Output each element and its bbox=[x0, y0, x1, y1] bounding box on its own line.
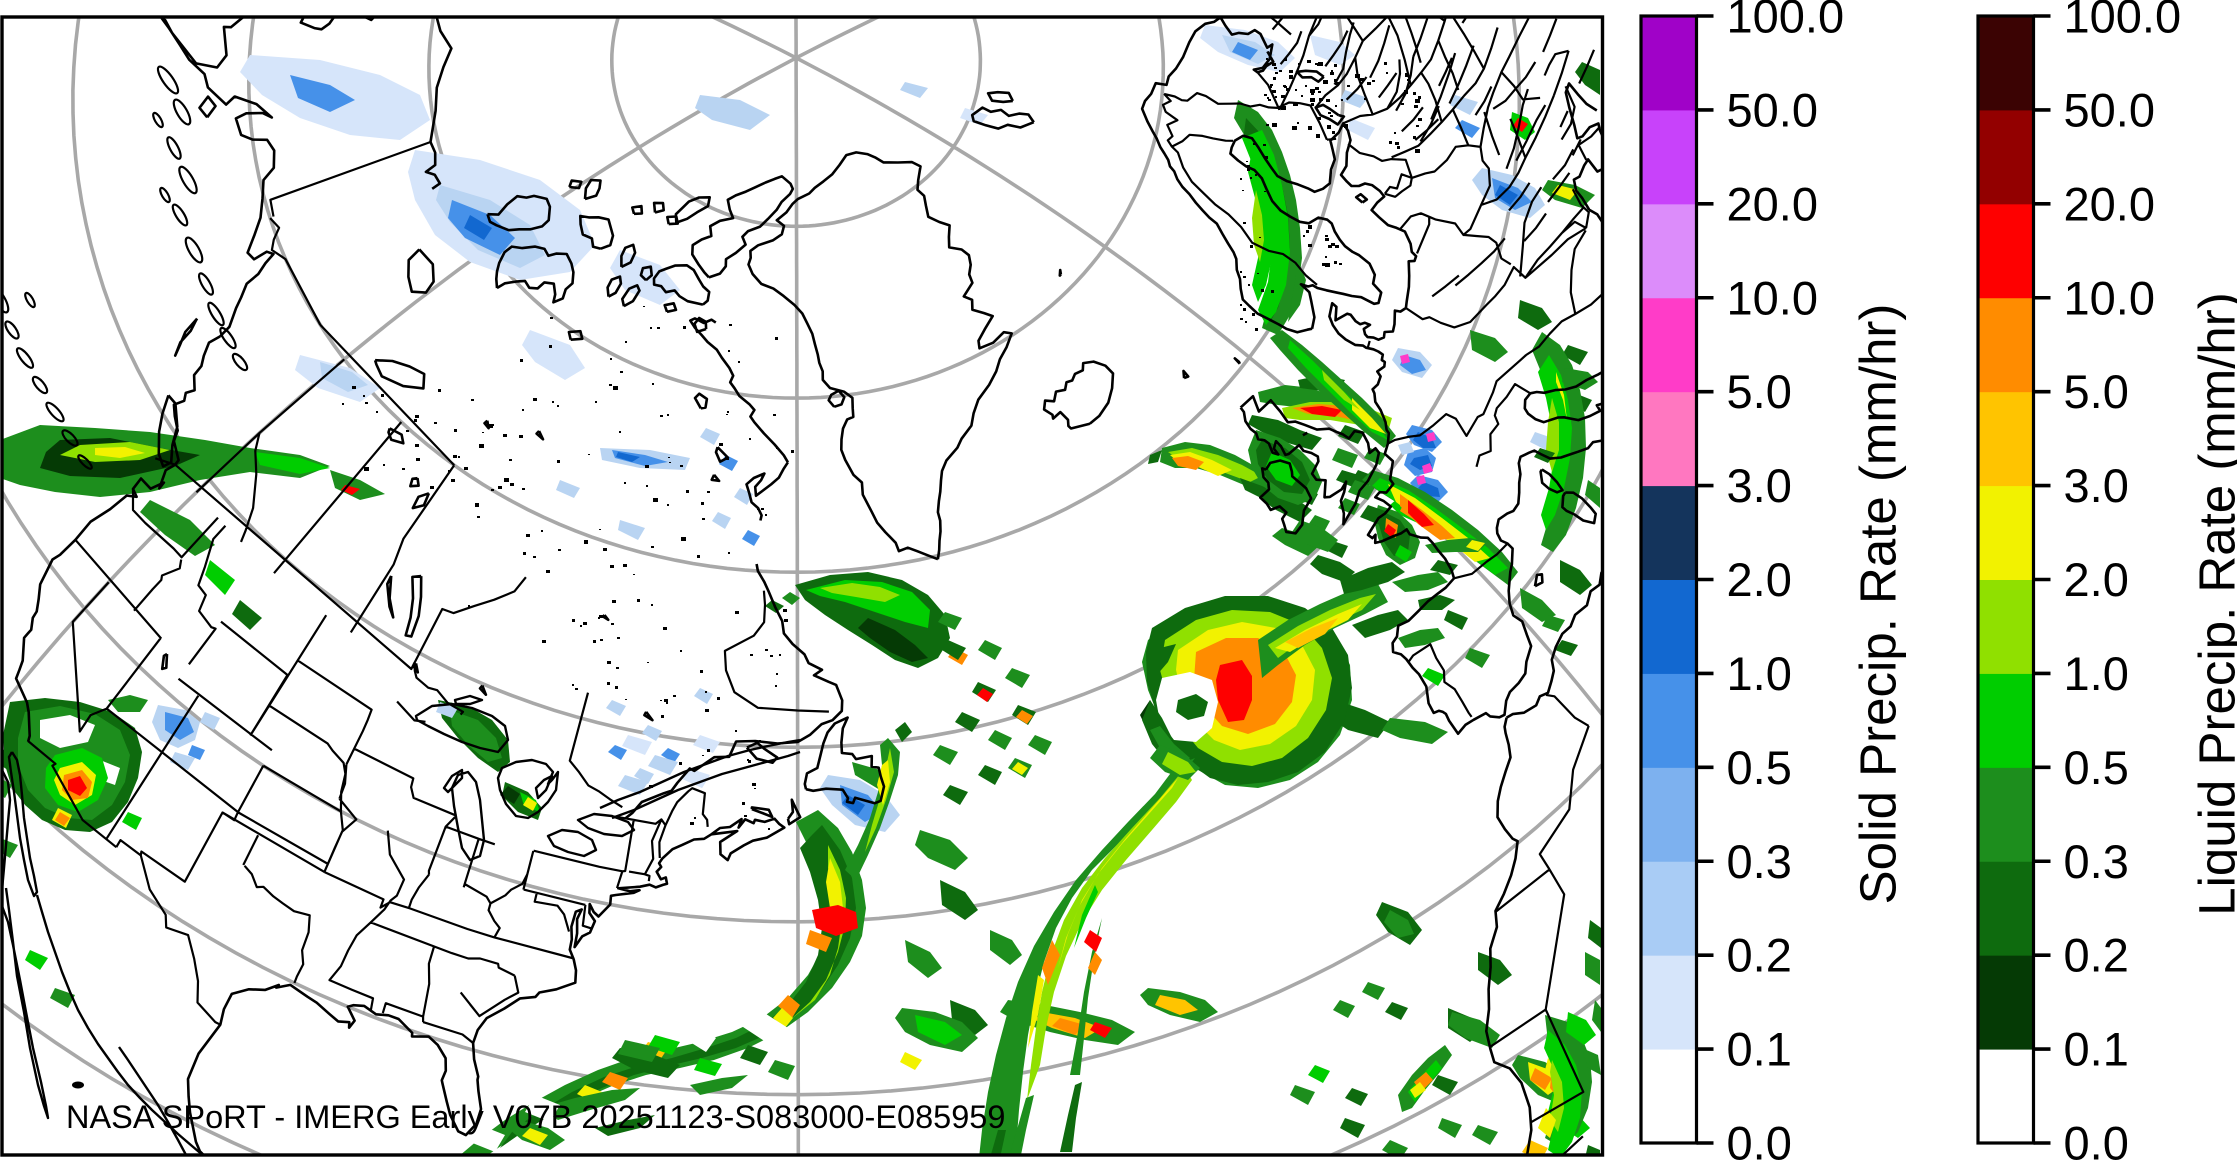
svg-text:0.2: 0.2 bbox=[1727, 929, 1792, 982]
svg-text:10.0: 10.0 bbox=[1727, 271, 1818, 324]
svg-text:50.0: 50.0 bbox=[1727, 83, 1818, 136]
svg-text:0.3: 0.3 bbox=[2064, 835, 2129, 888]
svg-text:20.0: 20.0 bbox=[2064, 177, 2155, 230]
svg-text:NASA SPoRT - IMERG Early V07B: NASA SPoRT - IMERG Early V07B 20251123-S… bbox=[66, 1099, 1005, 1135]
svg-text:1.0: 1.0 bbox=[1727, 647, 1792, 700]
svg-text:Liquid Precip. Rate (mm/hr): Liquid Precip. Rate (mm/hr) bbox=[2189, 292, 2237, 916]
svg-text:1.0: 1.0 bbox=[2064, 647, 2129, 700]
svg-text:3.0: 3.0 bbox=[2064, 459, 2129, 512]
svg-text:0.0: 0.0 bbox=[2064, 1117, 2129, 1168]
svg-text:Solid Precip. Rate (mm/hr): Solid Precip. Rate (mm/hr) bbox=[1850, 304, 1907, 905]
svg-text:2.0: 2.0 bbox=[1727, 553, 1792, 606]
svg-text:100.0: 100.0 bbox=[2064, 0, 2182, 43]
svg-text:5.0: 5.0 bbox=[1727, 365, 1792, 418]
svg-text:0.1: 0.1 bbox=[2064, 1023, 2129, 1076]
svg-text:5.0: 5.0 bbox=[2064, 365, 2129, 418]
svg-text:3.0: 3.0 bbox=[1727, 459, 1792, 512]
svg-text:10.0: 10.0 bbox=[2064, 271, 2155, 324]
svg-text:100.0: 100.0 bbox=[1727, 0, 1845, 43]
svg-text:20.0: 20.0 bbox=[1727, 177, 1818, 230]
svg-text:0.1: 0.1 bbox=[1727, 1023, 1792, 1076]
svg-text:0.0: 0.0 bbox=[1727, 1117, 1792, 1168]
svg-text:0.5: 0.5 bbox=[1727, 741, 1792, 794]
svg-text:0.3: 0.3 bbox=[1727, 835, 1792, 888]
svg-text:0.2: 0.2 bbox=[2064, 929, 2129, 982]
svg-text:0.5: 0.5 bbox=[2064, 741, 2129, 794]
svg-text:50.0: 50.0 bbox=[2064, 83, 2155, 136]
svg-text:2.0: 2.0 bbox=[2064, 553, 2129, 606]
